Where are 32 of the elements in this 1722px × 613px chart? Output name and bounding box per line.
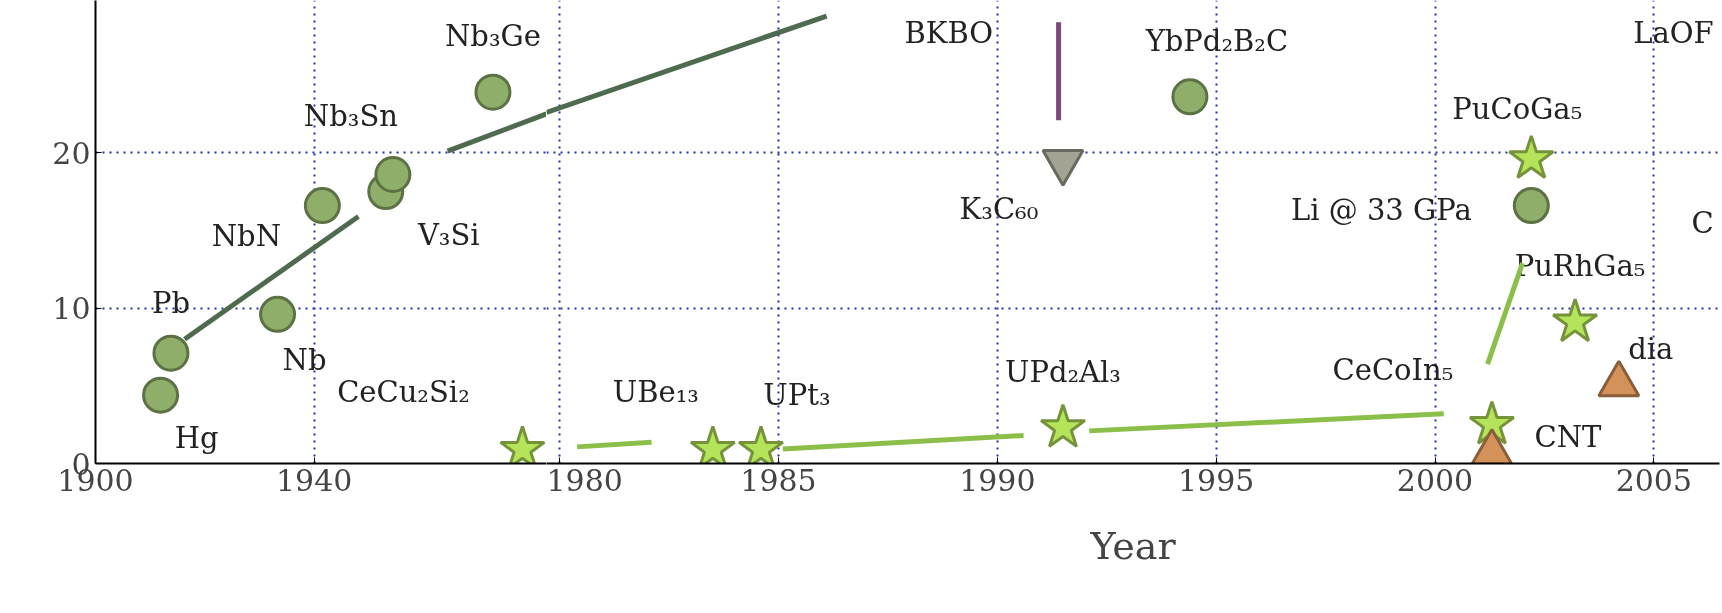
series-label: dia: [1628, 332, 1674, 367]
series-label: YbPd₂B₂C: [1144, 23, 1289, 58]
y-tick-label: 20: [52, 135, 91, 171]
series-label: UPd₂Al₃: [1004, 354, 1121, 389]
series-label: Pb: [151, 286, 190, 321]
series-label: NbN: [211, 218, 282, 253]
series-label: CeCoIn₅: [1332, 352, 1454, 387]
series-label: PuCoGa₅: [1452, 91, 1583, 126]
series-label: Nb₃Ge: [444, 19, 541, 54]
series-label: K₃C₆₀: [959, 192, 1039, 227]
series-label: Li @ 33 GPa: [1290, 192, 1472, 227]
series-label: UPt₃: [763, 377, 831, 412]
annotation: C: [1691, 205, 1714, 240]
x-tick-label: 1990: [959, 462, 1036, 498]
series-label: PuRhGa₅: [1514, 249, 1646, 284]
x-tick-label: 2005: [1615, 462, 1693, 498]
x-tick-label: 1980: [546, 462, 623, 498]
series-label: V₃Si: [416, 217, 480, 252]
x-tick-label: 1940: [275, 462, 353, 498]
x-tick-label: 2000: [1396, 462, 1474, 498]
series-label: CeCu₂Si₂: [337, 374, 470, 409]
x-axis-title: Year: [1089, 523, 1177, 568]
series-label: UBe₁₃: [612, 374, 699, 409]
series-label: Nb₃Sn: [303, 98, 398, 133]
annotation: BKBO: [904, 15, 994, 50]
x-tick-label: 1995: [1177, 462, 1255, 498]
series-label: CNT: [1534, 419, 1603, 454]
y-tick-label: 10: [52, 291, 91, 327]
series-label: Nb: [282, 343, 327, 378]
series-label: Hg: [174, 421, 219, 456]
annotation: LaOF: [1633, 15, 1714, 50]
x-tick-label: 1985: [740, 462, 817, 498]
